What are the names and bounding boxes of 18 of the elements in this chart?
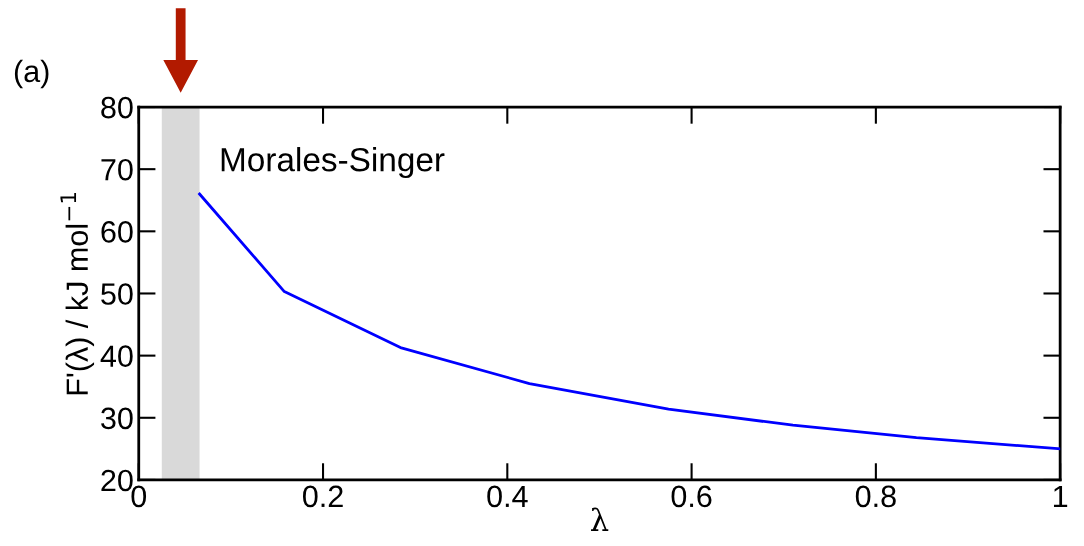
y-tick-label: 80	[101, 96, 133, 119]
x-axis-title: λ	[591, 507, 609, 531]
x-tick-label: 0	[131, 485, 147, 508]
y-tick-label: 40	[100, 345, 133, 367]
band-label: Morales-Singer	[221, 147, 445, 179]
text: (a)	[14, 59, 49, 89]
y-tick-label: 50	[101, 283, 133, 305]
x-tick-label: 0.2	[302, 485, 343, 508]
x-tick-label: 1	[1053, 485, 1068, 507]
y-tick-label: 20	[101, 469, 133, 492]
y-tick-label: 70	[101, 158, 133, 181]
y-axis-title: F'(λ) / kJ mol$^{−1}$	[60, 193, 95, 395]
x-tick-label: 0.6	[671, 485, 712, 508]
line-series	[198, 192, 1061, 451]
x-tick-label: 0.4	[487, 485, 528, 508]
y-tick-label: 30	[101, 407, 133, 430]
y-tick-label: 60	[101, 221, 133, 243]
x-tick-label: 0.8	[855, 485, 896, 508]
